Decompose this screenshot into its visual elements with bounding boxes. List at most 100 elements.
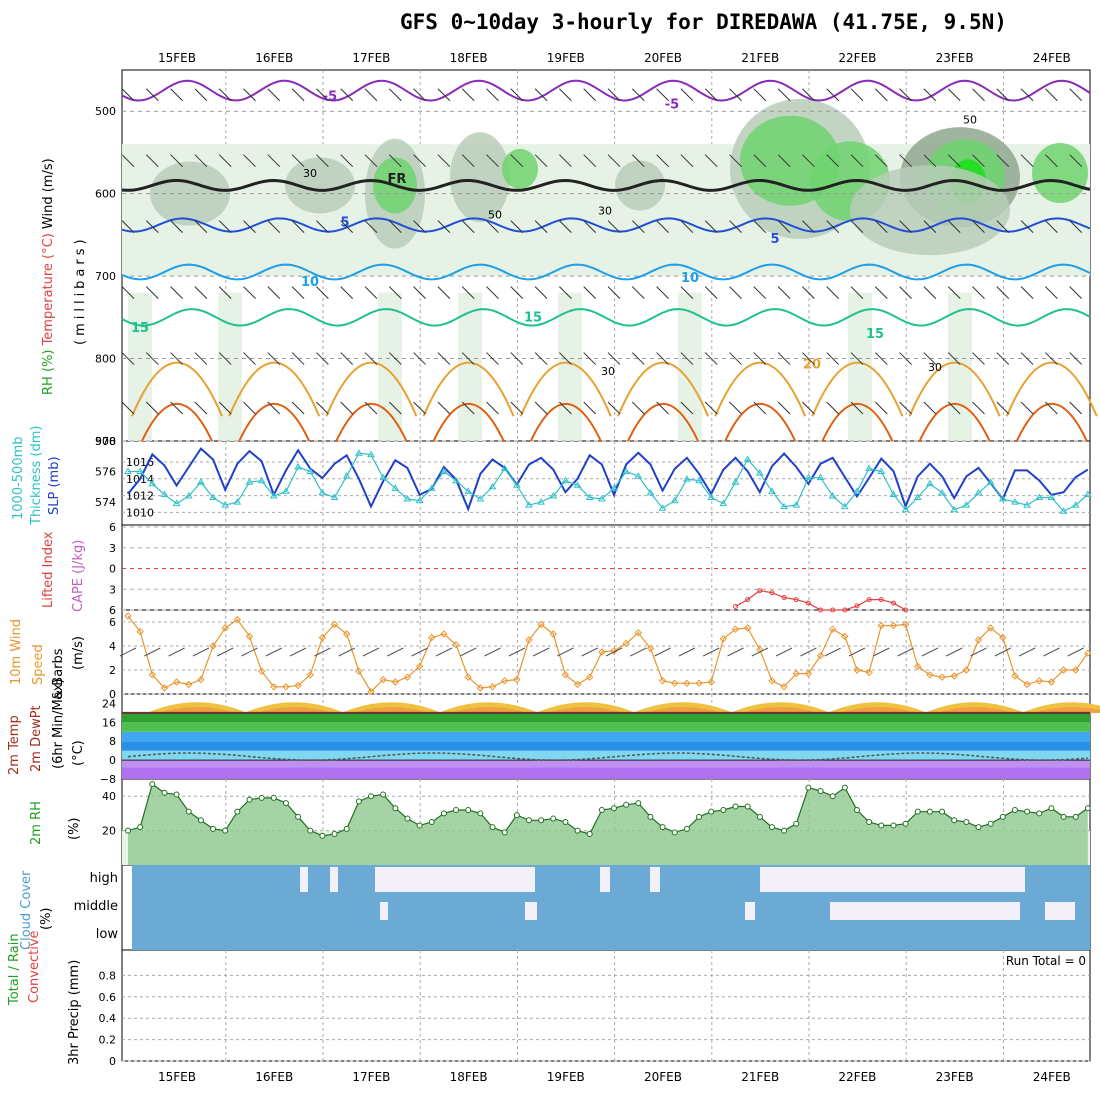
wind-barb — [583, 88, 597, 102]
wind-speed-point — [549, 630, 557, 638]
thickness-point — [1035, 493, 1044, 501]
wind-speed-point — [622, 639, 630, 648]
wind-barb — [802, 286, 815, 299]
wind-barb — [850, 401, 864, 415]
thickness-ylabel: Thickness (dm) — [29, 426, 44, 526]
thickness-point — [683, 475, 691, 482]
isotherm-20-arc — [908, 361, 1001, 417]
wind-barb-10m — [921, 647, 939, 657]
wind-barb — [656, 352, 669, 365]
temp-hump-inner — [450, 706, 527, 713]
wind-speed-point — [245, 632, 254, 641]
wind-barb — [291, 154, 305, 168]
wind-barb — [340, 401, 354, 415]
isotherm-label: -5 — [665, 98, 679, 113]
thickness-point — [427, 484, 436, 491]
rh-point — [890, 822, 897, 829]
thickness-point — [379, 473, 388, 481]
temp-ylabel-part: (°C) — [71, 740, 86, 766]
wind-speed-point — [695, 679, 703, 687]
wind-barb — [996, 401, 1010, 415]
wind-barb — [121, 286, 135, 299]
wind-speed-point — [573, 680, 582, 689]
wind-barb — [899, 352, 912, 365]
wind-barb — [947, 220, 961, 233]
date-label-top: 17FEB — [352, 51, 390, 65]
wind-speed-point — [136, 627, 144, 636]
date-label-bottom: 18FEB — [450, 1070, 488, 1084]
temp-hump-inner — [1033, 707, 1100, 713]
wind-barb — [996, 352, 1010, 365]
thickness-tick-label: 574 — [95, 496, 116, 509]
wind-speed-point — [294, 681, 302, 690]
wind-barb — [340, 88, 354, 102]
temp-ylabel-part: 2m Temp — [7, 715, 22, 775]
wind-barb-10m — [387, 647, 404, 657]
rh-blob — [502, 148, 538, 189]
wind-speed-point — [598, 648, 606, 656]
wind-barb — [704, 154, 718, 168]
wind-barb — [753, 154, 767, 168]
wind-barb — [850, 88, 864, 102]
thickness-point — [573, 481, 582, 488]
rh-blob — [285, 157, 355, 214]
wind-speed-point — [282, 683, 290, 691]
wind-barb — [121, 352, 135, 365]
wind-barb-10m — [411, 647, 428, 657]
wind-barb — [218, 286, 232, 299]
wind-barb — [510, 286, 524, 299]
wind-ylabel-part: & Barbs — [51, 648, 66, 700]
wind-barb-10m — [702, 647, 720, 657]
wind-speed-point — [379, 675, 387, 684]
isotherm-20-arc — [228, 361, 321, 417]
wind-speed-point — [816, 651, 825, 660]
isotherm-freezing — [121, 178, 1091, 192]
isotherm-label: 20 — [803, 357, 821, 372]
wind-barb — [923, 401, 937, 415]
wind-barb — [1020, 88, 1034, 102]
date-label-bottom: 20FEB — [644, 1070, 682, 1084]
rh-point — [416, 822, 423, 829]
wind-barb — [1069, 352, 1083, 365]
wind-barb — [243, 88, 256, 102]
wind-speed-point — [962, 666, 971, 674]
wind-barb-10m — [532, 647, 550, 657]
date-label-top: 19FEB — [547, 51, 585, 65]
wind-speed-point — [172, 678, 181, 686]
wind-barb — [1020, 401, 1034, 415]
wind-speed-point — [853, 666, 861, 674]
thickness-point — [391, 484, 400, 491]
date-label-top: 23FEB — [936, 51, 974, 65]
date-label-bottom: 22FEB — [838, 1070, 876, 1084]
rh-point — [659, 824, 666, 831]
thickness-point — [318, 488, 327, 496]
thickness-point — [257, 476, 266, 484]
temp-band — [122, 741, 1090, 751]
wind-barb-10m — [605, 647, 623, 657]
thickness-line — [128, 452, 1089, 513]
rh-point — [477, 810, 484, 817]
wind-barb — [413, 286, 426, 299]
wind-barb — [170, 286, 183, 299]
wind-speed-point — [707, 678, 715, 686]
wind-speed-point — [658, 677, 667, 685]
wind-barb — [607, 154, 621, 168]
rh-point — [926, 808, 933, 815]
wind-speed-point — [646, 644, 655, 653]
cloud-clear-mid — [745, 902, 755, 920]
wind-barb — [170, 401, 183, 415]
wind-barb — [510, 88, 524, 102]
wind-speed-point — [950, 672, 958, 680]
wind-barb — [923, 286, 937, 299]
isotherm-25-arc — [335, 402, 408, 442]
wind-barb — [874, 352, 888, 365]
rh-point — [562, 819, 569, 825]
li-tick-label: 3 — [109, 583, 116, 596]
wind-speed-point — [999, 633, 1007, 642]
rh-streak — [458, 292, 482, 441]
cloud-clear-high — [375, 867, 535, 892]
wind-barb — [947, 352, 961, 365]
wind-barb — [826, 352, 840, 365]
lifted-index-point — [842, 607, 848, 613]
wind-barb — [607, 352, 621, 365]
